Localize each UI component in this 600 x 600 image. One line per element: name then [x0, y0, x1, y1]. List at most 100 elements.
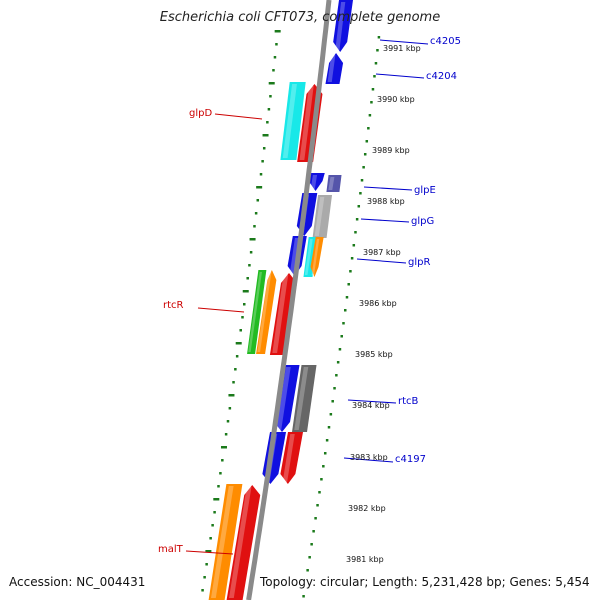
track-dot	[201, 589, 204, 592]
track-dot	[269, 95, 272, 98]
track-dot	[213, 511, 216, 514]
gene-arrow-shade-0	[335, 2, 346, 50]
track-dot	[228, 394, 235, 397]
track-dot	[350, 257, 354, 260]
track-dot	[368, 114, 372, 117]
track-dot	[340, 335, 343, 338]
track-dot	[259, 173, 263, 176]
track-dot	[329, 413, 333, 416]
track-dot	[235, 342, 242, 345]
gene-arrow-shade-2	[282, 84, 297, 158]
gene-arrow-14	[274, 365, 300, 432]
track-dot	[217, 485, 220, 488]
gene-label-c4205: c4205	[430, 36, 461, 47]
track-dot	[209, 537, 212, 540]
track-dot	[355, 218, 359, 221]
track-dot	[234, 368, 237, 371]
gene-label-glpE: glpE	[414, 185, 436, 196]
gene-arrow-7	[312, 195, 333, 238]
track-dot	[308, 556, 311, 559]
track-dot	[248, 264, 251, 267]
track-dot	[274, 30, 281, 33]
gene-arrow-shade-5	[328, 177, 335, 190]
track-dot	[205, 563, 208, 566]
track-dot	[320, 478, 323, 481]
track-dot	[266, 121, 269, 124]
track-dot	[347, 283, 350, 286]
track-dot	[228, 407, 232, 410]
gene-arrow-shade-7	[314, 197, 325, 236]
track-dot	[360, 179, 364, 182]
gene-arrow-shade-18	[211, 486, 234, 598]
track-dot	[354, 231, 357, 234]
track-dot	[242, 290, 249, 293]
gene-arrow-0	[333, 0, 353, 52]
leader-line-glpD	[214, 113, 263, 120]
track-dot	[373, 75, 376, 78]
tick-label: 3991 kbp	[383, 44, 421, 53]
track-dot	[261, 160, 264, 163]
label-leader-lines	[185, 39, 429, 555]
topology-text: Topology: circular; Length: 5,231,428 bp…	[258, 575, 592, 589]
gene-arrow-shade-13	[272, 275, 289, 353]
leader-line-glpE	[363, 186, 413, 191]
track-dot	[374, 62, 378, 65]
track-dot	[345, 296, 349, 299]
accession-text: Accession: NC_004431	[7, 575, 148, 589]
gene-arrow-12	[256, 270, 277, 354]
track-dot	[365, 140, 369, 143]
gene-label-rtcB: rtcB	[398, 396, 419, 407]
track-dot	[246, 277, 249, 280]
gene-arrow-shade-19	[229, 487, 252, 598]
track-dot	[336, 361, 340, 364]
leader-line-c4204	[375, 73, 425, 79]
gene-label-rtcR: rtcR	[163, 300, 184, 311]
track-dot	[224, 433, 228, 436]
track-dot	[367, 127, 370, 130]
track-dot	[352, 244, 356, 247]
tick-label: 3981 kbp	[346, 555, 384, 564]
gene-arrow-shade-15	[294, 367, 309, 430]
gene-arrow-shade-4	[310, 175, 318, 189]
track-dot	[310, 543, 313, 546]
track-dot	[249, 251, 253, 254]
track-dot	[302, 595, 305, 598]
leader-line-malT	[185, 550, 234, 555]
genome-backbone	[246, 0, 332, 600]
track-dot	[333, 387, 336, 390]
track-dot	[316, 504, 319, 507]
tick-label: 3982 kbp	[348, 504, 386, 513]
track-dot	[268, 82, 275, 85]
gene-arrow-10	[310, 237, 324, 277]
track-dot	[253, 225, 256, 228]
track-dot	[203, 576, 206, 579]
track-dot	[221, 459, 224, 462]
track-dot	[232, 381, 235, 384]
tick-label: 3984 kbp	[352, 401, 390, 410]
gene-arrow-17	[280, 432, 304, 484]
track-dot	[312, 530, 315, 533]
outer-dotted-track-left	[201, 30, 281, 592]
leader-line-rtcR	[197, 307, 245, 313]
gene-arrow-shade-11	[248, 272, 262, 352]
gene-label-glpG: glpG	[411, 216, 435, 227]
backbone-line	[246, 0, 332, 600]
track-dot	[318, 491, 321, 494]
track-dot	[239, 329, 242, 332]
track-dot	[370, 101, 373, 104]
track-dot	[362, 166, 365, 169]
gene-arrow-shade-9	[304, 239, 313, 275]
track-dot	[273, 56, 277, 59]
track-dot	[256, 186, 263, 189]
track-dot	[371, 88, 375, 91]
gene-label-c4197: c4197	[395, 454, 426, 465]
track-dot	[377, 36, 381, 39]
gene-arrow-1	[325, 53, 344, 84]
track-dot	[343, 309, 347, 312]
track-dot	[327, 426, 331, 429]
gene-label-glpR: glpR	[408, 257, 431, 268]
leader-line-rtcB	[347, 399, 397, 404]
track-dot	[226, 420, 230, 423]
track-dot	[306, 569, 309, 572]
gene-arrow-shade-8	[289, 238, 300, 274]
